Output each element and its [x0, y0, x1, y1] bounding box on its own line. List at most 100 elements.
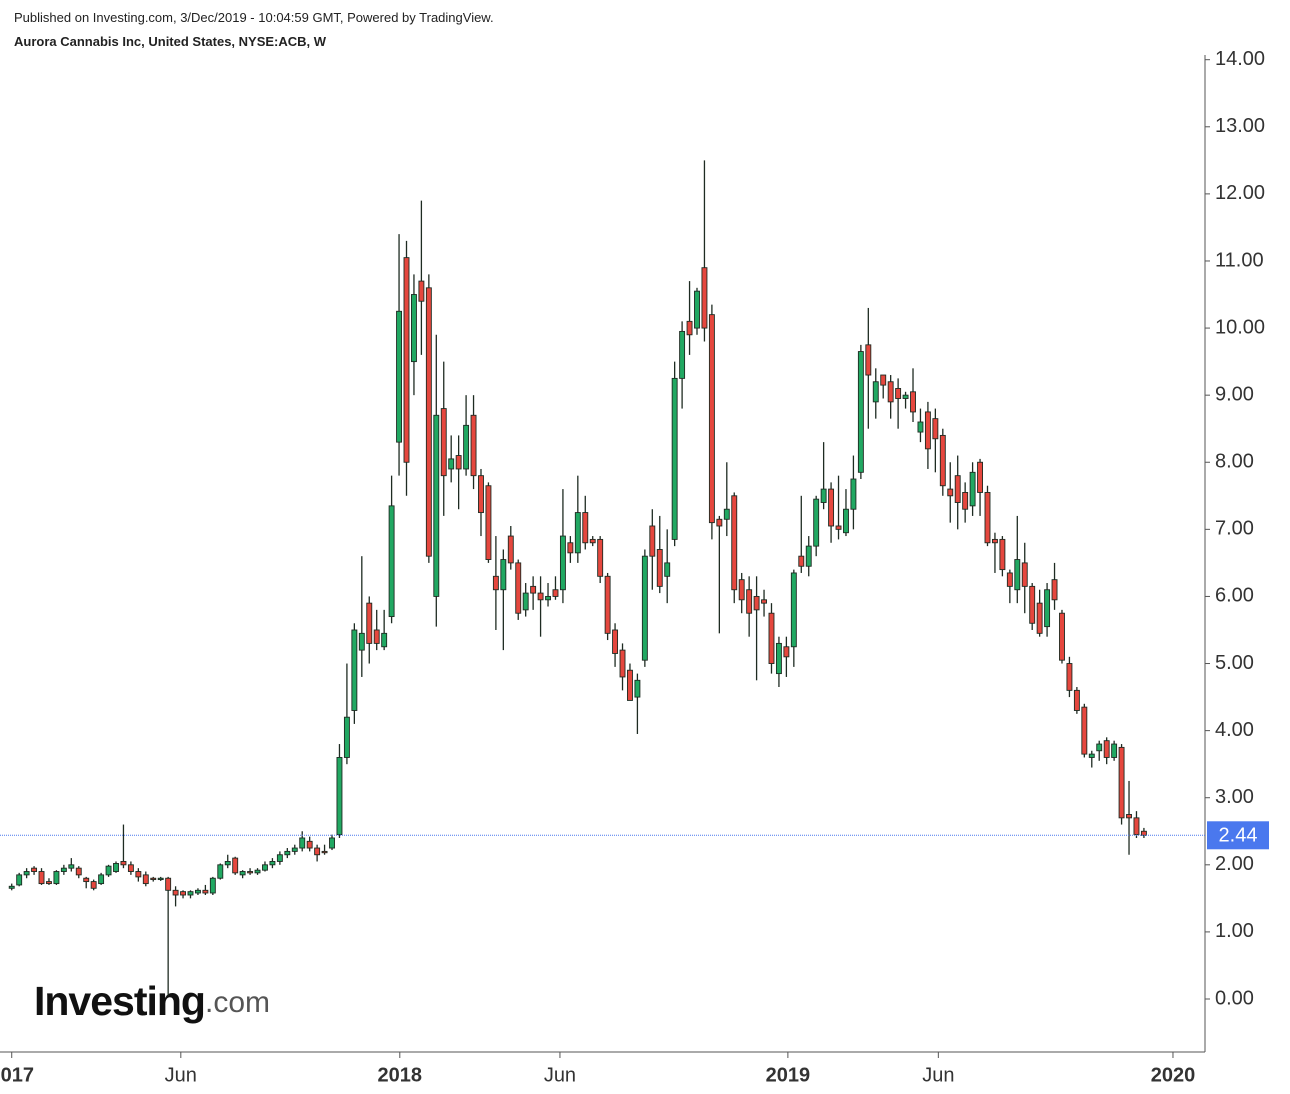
- candle-body: [649, 525, 656, 557]
- candle-body: [440, 408, 447, 477]
- candle-body: [790, 572, 797, 648]
- y-tick-label: 4.00: [1215, 719, 1254, 741]
- candle-body: [604, 575, 611, 634]
- candle-body: [924, 411, 931, 450]
- candle-body: [552, 589, 559, 597]
- candle-body: [1096, 743, 1103, 752]
- candle-body: [999, 538, 1006, 571]
- candle-body: [172, 889, 179, 896]
- candle-body: [716, 518, 723, 527]
- candle-body: [485, 485, 492, 560]
- candle-body: [254, 869, 261, 874]
- candle-body: [1059, 612, 1065, 661]
- candle-body: [731, 495, 738, 591]
- y-tick-label: 14.00: [1215, 48, 1265, 70]
- candle-body: [247, 871, 254, 874]
- x-tick-label: 2020: [1151, 1064, 1196, 1086]
- candle-body: [708, 314, 715, 524]
- candle-body: [329, 837, 335, 849]
- candle-body: [619, 649, 626, 678]
- candle-body: [433, 414, 440, 597]
- last-price-label: 2.44: [1219, 825, 1258, 847]
- candle-body: [448, 458, 455, 470]
- candle-body: [358, 632, 365, 651]
- candle-body: [895, 388, 902, 399]
- candle-body: [1066, 663, 1073, 691]
- candle-body: [932, 418, 939, 440]
- candle-body: [991, 538, 998, 544]
- candle-body: [23, 871, 30, 876]
- candle-body: [217, 864, 224, 879]
- candle-body: [321, 850, 328, 854]
- x-tick-label: Jun: [544, 1064, 576, 1086]
- candle-body: [828, 488, 835, 527]
- y-tick-label: 2.00: [1215, 853, 1254, 875]
- candle-body: [53, 871, 60, 885]
- candle-body: [455, 455, 462, 470]
- candle-body: [202, 889, 209, 894]
- candle-body: [336, 757, 343, 836]
- candle-body: [194, 889, 201, 894]
- candle-body: [798, 555, 805, 567]
- candle-body: [1133, 817, 1140, 836]
- candle-body: [1036, 602, 1043, 634]
- candle-body: [857, 351, 864, 473]
- candle-body: [865, 344, 872, 376]
- watermark-main: Investing: [34, 978, 205, 1024]
- candle-body: [1140, 830, 1147, 836]
- candle-body: [887, 381, 894, 403]
- candle-body: [60, 867, 67, 872]
- candle-body: [343, 716, 350, 758]
- candle-body: [1044, 589, 1051, 628]
- candle-body: [8, 885, 15, 889]
- candle-body: [1103, 740, 1110, 758]
- watermark: Investing.com: [34, 978, 270, 1024]
- candle-body: [1073, 689, 1080, 711]
- candle-body: [1111, 743, 1118, 758]
- candle-body: [515, 562, 522, 614]
- x-tick-label: Jun: [165, 1064, 197, 1086]
- y-tick-label: 3.00: [1215, 786, 1254, 808]
- y-tick-label: 11.00: [1215, 249, 1264, 271]
- candle-body: [805, 545, 812, 567]
- candle-body: [1051, 579, 1058, 601]
- candle-body: [83, 877, 90, 883]
- candle-body: [262, 864, 268, 871]
- candle-body: [530, 585, 537, 594]
- candle-body: [597, 538, 604, 577]
- candle-body: [627, 669, 633, 701]
- candle-body: [522, 592, 529, 611]
- candle-body: [38, 871, 45, 885]
- candle-body: [910, 391, 916, 413]
- candle-body: [187, 891, 194, 896]
- y-tick-label: 10.00: [1215, 316, 1265, 338]
- candle-body: [664, 562, 671, 577]
- candle-body: [98, 874, 105, 885]
- y-tick-label: 7.00: [1215, 518, 1254, 540]
- candle-body: [284, 850, 291, 856]
- candle-body: [969, 471, 976, 507]
- candle-body: [75, 867, 82, 876]
- candle-body: [567, 542, 574, 554]
- candle-body: [939, 434, 946, 487]
- candle-body: [984, 491, 991, 544]
- candle-body: [142, 874, 149, 885]
- candle-body: [291, 847, 298, 852]
- last-price-badge: [1207, 821, 1269, 850]
- candle-body: [835, 525, 842, 530]
- candle-body: [679, 330, 686, 379]
- candle-body: [775, 642, 782, 675]
- candle-body: [768, 612, 775, 664]
- y-tick-label: 1.00: [1215, 920, 1254, 942]
- candle-body: [239, 871, 246, 876]
- candle-body: [180, 891, 186, 896]
- candle-body: [388, 505, 395, 618]
- candle-body: [917, 421, 924, 433]
- candle-body: [90, 881, 97, 889]
- candle-body: [299, 837, 306, 849]
- candle-body: [381, 632, 388, 648]
- candle-body: [582, 512, 589, 544]
- candle-body: [977, 461, 984, 493]
- candle-body: [723, 508, 730, 520]
- candle-body: [850, 478, 857, 510]
